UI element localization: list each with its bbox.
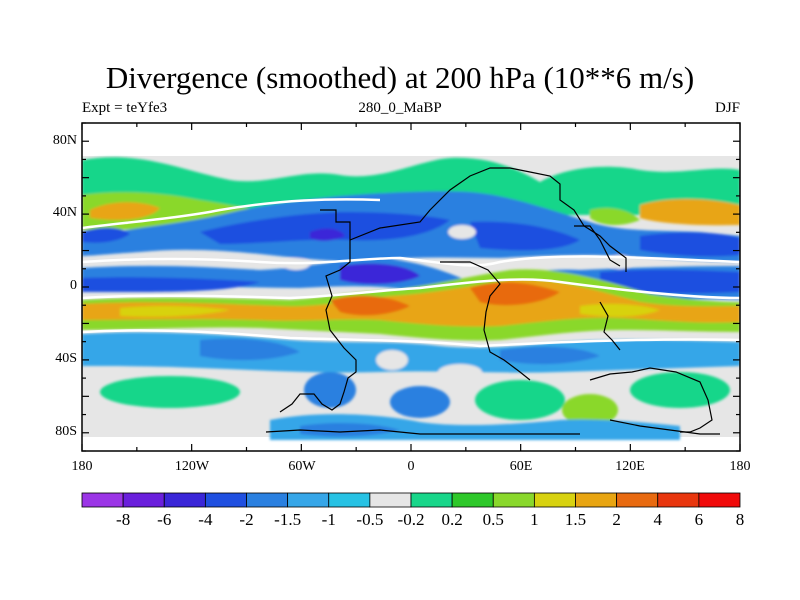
colorbar-label: 8 [735, 510, 745, 529]
zero-contour-2 [82, 278, 740, 300]
lon-label-0: 0 [407, 459, 415, 474]
plot-title: Divergence (smoothed) at 200 hPa (10**6 … [105, 60, 695, 95]
south-pacific-positive [100, 376, 240, 408]
colorbar-label: 1.5 [564, 510, 587, 529]
colorbar-box [122, 492, 165, 508]
east-negative [640, 232, 740, 257]
colorbar-label: -0.2 [397, 510, 425, 529]
eurasia-coast [349, 167, 627, 272]
africa-coast [440, 261, 531, 381]
colorbar-box [369, 492, 412, 508]
lat-label-eq: 0 [70, 278, 77, 293]
colorbar-label: -8 [116, 510, 131, 529]
colorbar-box [616, 492, 659, 508]
asia-negative [470, 221, 580, 251]
north-pacific-negative [200, 212, 450, 244]
zero-contour-1 [82, 255, 740, 267]
colorbar-label: -1 [321, 510, 336, 529]
india-coast [599, 301, 621, 351]
antarctica-coast-east [609, 419, 720, 435]
lat-label-40s: 40S [55, 351, 77, 366]
lat-label-40n: 40N [52, 205, 77, 220]
west-negative [82, 227, 130, 243]
colorbar [81, 492, 741, 508]
strong-negative-core [310, 228, 345, 241]
amazon-negative [340, 263, 420, 285]
axis-ticks [81, 122, 741, 452]
lat-label-80s: 80S [55, 424, 77, 439]
south-atlantic-negative [304, 372, 356, 408]
near-zero-patch-5 [438, 364, 482, 380]
west-pacific-high [640, 198, 740, 226]
indian-ocean-positive [580, 303, 660, 317]
southern-negative-core-2 [500, 346, 600, 365]
colorbar-box [451, 492, 494, 508]
colorbar-box [287, 492, 330, 508]
equatorial-negative-core [82, 277, 260, 292]
season-label: DJF [714, 100, 740, 116]
lon-label-180-right: 180 [729, 459, 751, 474]
west-pacific-negative [600, 269, 740, 294]
colorbar-box [657, 492, 700, 508]
zero-contour-3 [82, 198, 381, 230]
australia-coast [589, 367, 713, 433]
experiment-label: Expt = teYfe3 [82, 100, 168, 116]
americas-coast [279, 209, 357, 413]
colorbar-label: -2 [239, 510, 254, 529]
australia-south-positive [630, 372, 730, 408]
divergence-field [82, 123, 740, 451]
southern-negative-core-1 [200, 338, 300, 361]
near-zero-patch-4 [376, 350, 408, 370]
colorbar-box [698, 492, 741, 508]
lon-label-60e: 60E [509, 459, 533, 474]
period-label: 280_0_MaBP [358, 100, 442, 116]
colorbar-label: 0.5 [482, 510, 504, 529]
north-pacific-high [90, 202, 160, 220]
south-atlantic-negative-2 [390, 386, 450, 418]
lon-label-120e: 120E [615, 459, 645, 474]
lon-label-180-left: 180 [71, 459, 93, 474]
coastlines [265, 167, 720, 435]
lon-label-120w: 120W [174, 459, 210, 474]
south-indian-positive [475, 380, 565, 420]
southeast-asia-coast [574, 225, 621, 267]
northern-green-band [82, 157, 740, 215]
zero-contours [82, 198, 740, 348]
lon-label-60w: 60W [288, 459, 316, 474]
africa-max [470, 282, 560, 306]
east-asia-positive [590, 208, 640, 226]
colorbar-label: 6 [694, 510, 704, 529]
zero-contour-4 [82, 329, 740, 348]
lat-label-80n: 80N [52, 133, 77, 148]
colorbar-label: -1.5 [274, 510, 302, 529]
colorbar-box [492, 492, 535, 508]
colorbar-label: -4 [198, 510, 213, 529]
colorbar-label: 4 [653, 510, 663, 529]
colorbar-label: -6 [157, 510, 172, 529]
pacific-positive [120, 305, 230, 317]
colorbar-label: 0.2 [441, 510, 463, 529]
colorbar-box [533, 492, 576, 508]
colorbar-label: 2 [612, 510, 621, 529]
colorbar-label: -0.5 [356, 510, 384, 529]
colorbar-box [81, 492, 124, 508]
south-america-max [330, 295, 410, 316]
antarctica-coast-west [265, 429, 580, 435]
colorbar-box [410, 492, 453, 508]
south-indian-lime [562, 394, 618, 426]
colorbar-box [328, 492, 371, 508]
near-zero-patch-2 [448, 225, 476, 239]
colorbar-box [163, 492, 206, 508]
tropical-orange-band [82, 279, 740, 327]
antarctic-negative-core [300, 423, 400, 437]
colorbar-box [204, 492, 247, 508]
colorbar-box [575, 492, 618, 508]
colorbar-box [246, 492, 289, 508]
colorbar-label: 1 [530, 510, 539, 529]
